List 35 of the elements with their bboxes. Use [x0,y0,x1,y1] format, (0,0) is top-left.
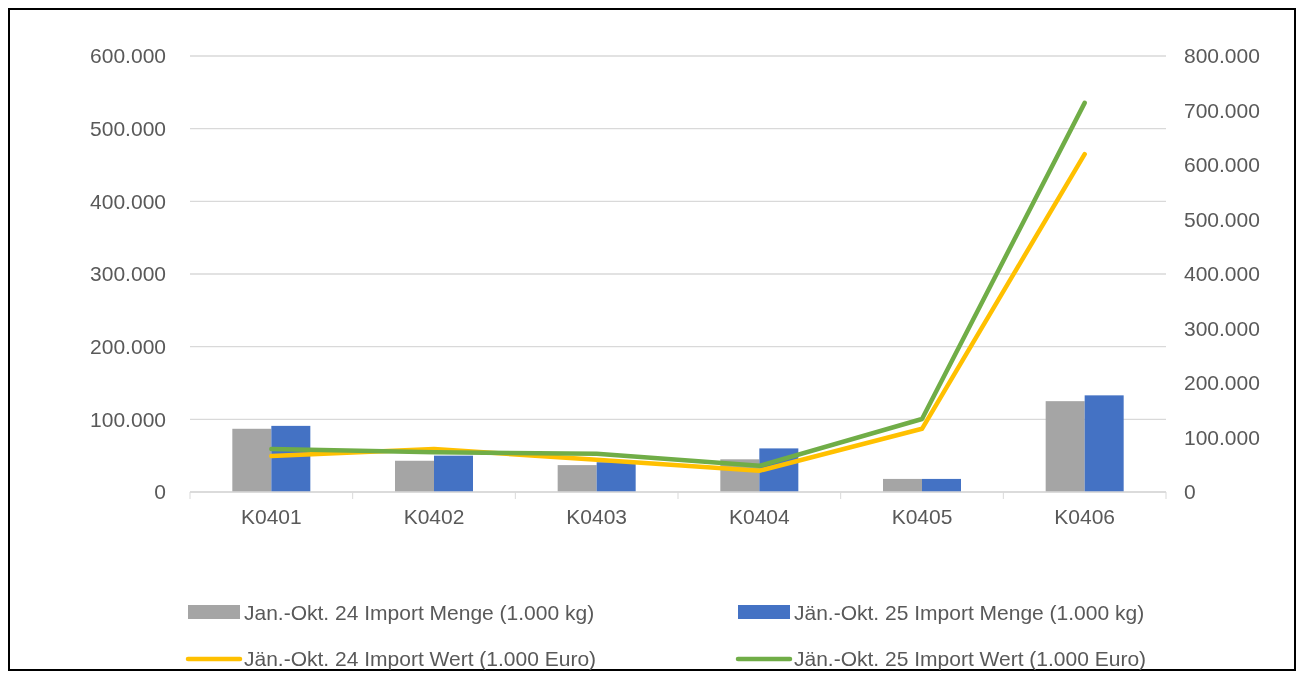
legend-label: Jän.-Okt. 25 Import Menge (1.000 kg) [794,601,1145,625]
legend-label: Jän.-Okt. 25 Import Wert (1.000 Euro) [794,647,1147,671]
y2-tick-label: 0 [1184,480,1196,504]
y2-tick-label: 500.000 [1184,207,1260,231]
x-tick-label: K0404 [728,505,791,528]
y-tick-label: 200.000 [90,335,166,359]
y2-tick-label: 300.000 [1184,316,1260,340]
x-tick-label: K0402 [403,505,465,528]
bar [434,455,473,492]
y2-tick-label: 600.000 [1184,153,1260,177]
y2-tick-label: 800.000 [1184,44,1260,68]
bar [1084,395,1124,492]
y2-tick-label: 100.000 [1184,425,1260,449]
x-tick-label: K0405 [891,505,953,528]
y-tick-label: 600.000 [90,44,166,68]
x-tick-label: K0406 [1054,505,1116,528]
x-tick-label: K0403 [566,505,628,528]
bar [232,428,272,492]
y-tick-label: 400.000 [90,189,166,213]
x-tick-label: K0401 [240,505,302,528]
y2-tick-label: 400.000 [1184,262,1260,286]
y-tick-label: 300.000 [90,262,166,286]
bar [883,478,922,492]
bar [1045,401,1085,492]
y2-tick-label: 700.000 [1184,98,1260,122]
y-tick-label: 100.000 [90,407,166,431]
bar [922,478,961,492]
bar [557,465,597,492]
legend-label: Jan.-Okt. 24 Import Menge (1.000 kg) [244,601,595,625]
y-tick-label: 500.000 [90,117,166,141]
bar [596,462,636,492]
y2-tick-label: 200.000 [1184,371,1260,395]
legend-label: Jän.-Okt. 24 Import Wert (1.000 Euro) [244,647,597,671]
bar [395,460,434,492]
y-tick-label: 0 [154,480,166,504]
